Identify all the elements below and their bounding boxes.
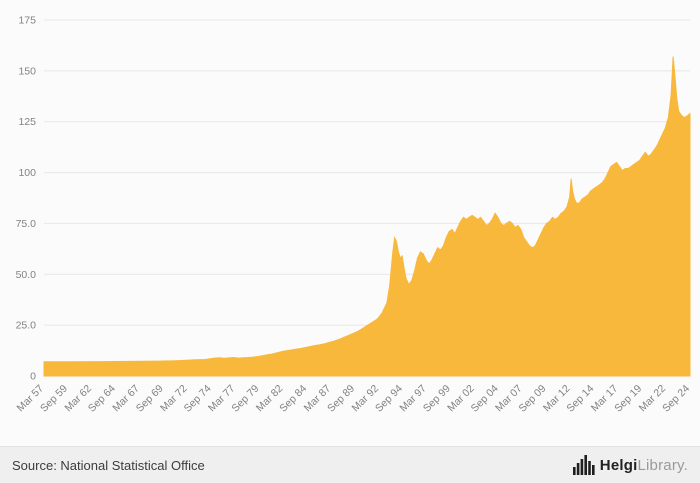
y-tick-label: 100 [18,167,36,179]
bar-skyline-icon [572,455,595,475]
brand-bold: Helgi [599,456,638,474]
x-tick-label: Sep 24 [660,383,692,415]
footer: Source: National Statistical Office Helg… [0,446,700,483]
area-series [43,56,691,377]
brand-text: HelgiLibrary. [600,457,688,474]
area-chart: 0 25.0 50.0 75.0 100 125 150 175 Mar 57 Sep 59 Mar… [15,15,693,415]
y-tick-label: 125 [18,116,36,128]
y-tick-label: 75.0 [16,218,37,230]
y-tick-label: 0 [30,371,36,383]
brand-light: Library. [637,456,688,474]
helgi-library-logo: HelgiLibrary. [572,455,688,475]
y-tick-label: 150 [18,65,36,77]
source-text: Source: National Statistical Office [12,457,205,473]
y-tick-label: 175 [18,15,36,27]
y-tick-label: 25.0 [16,320,37,332]
y-tick-label: 50.0 [16,269,37,281]
